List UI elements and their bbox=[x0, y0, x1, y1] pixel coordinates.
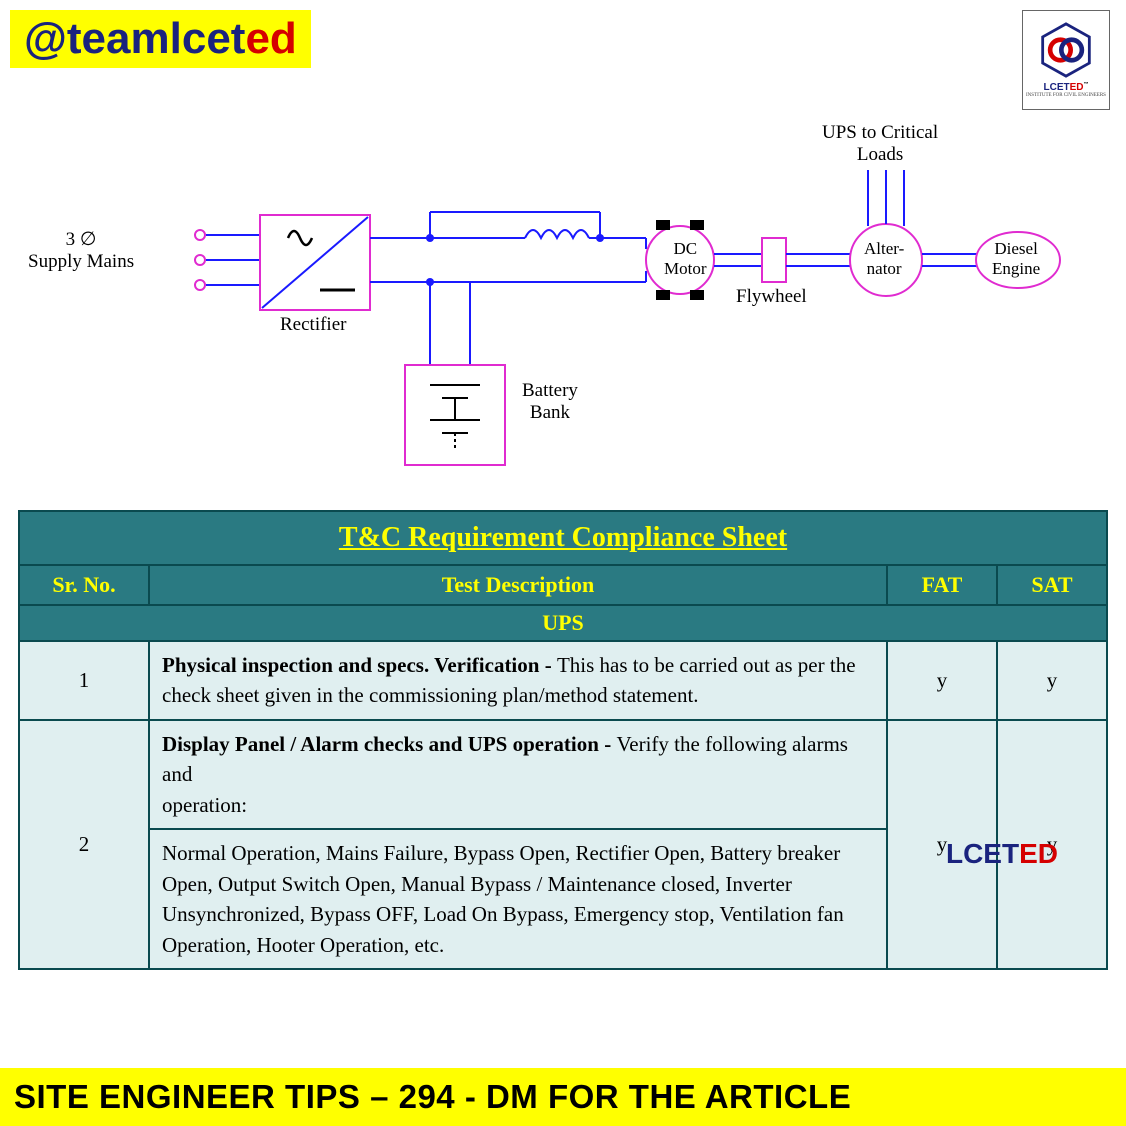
table-title-row: T&C Requirement Compliance Sheet bbox=[19, 511, 1107, 565]
label-diesel-engine: DieselEngine bbox=[992, 239, 1040, 279]
label-rectifier: Rectifier bbox=[280, 314, 346, 336]
label-supply-mains: 3 ∅Supply Mains bbox=[28, 228, 134, 273]
table-section-row: UPS bbox=[19, 605, 1107, 641]
table-header-row: Sr. No. Test Description FAT SAT bbox=[19, 565, 1107, 605]
logo-box: LCETED™ INSTITUTE FOR CIVIL ENGINEERS bbox=[1022, 10, 1110, 110]
table-title: T&C Requirement Compliance Sheet bbox=[339, 522, 787, 553]
ups-schematic-diagram: 3 ∅Supply Mains Rectifier BatteryBank DC… bbox=[10, 120, 1116, 490]
col-desc: Test Description bbox=[149, 565, 887, 605]
label-alternator: Alter-nator bbox=[864, 239, 904, 279]
brand-badge: @teamlceted bbox=[10, 10, 311, 68]
footer-text: SITE ENGINEER TIPS – 294 - DM FOR THE AR… bbox=[14, 1078, 851, 1115]
footer-banner: SITE ENGINEER TIPS – 294 - DM FOR THE AR… bbox=[0, 1068, 1126, 1126]
section-label: UPS bbox=[542, 610, 584, 635]
compliance-table: T&C Requirement Compliance Sheet Sr. No.… bbox=[18, 510, 1108, 970]
col-fat: FAT bbox=[887, 565, 997, 605]
brand-suffix: ed bbox=[245, 14, 296, 63]
logo-hex-icon bbox=[1038, 22, 1094, 78]
cell-sr: 1 bbox=[19, 641, 149, 720]
col-sat: SAT bbox=[997, 565, 1107, 605]
cell-desc: Display Panel / Alarm checks and UPS ope… bbox=[149, 720, 887, 829]
table-row: 2 Display Panel / Alarm checks and UPS o… bbox=[19, 720, 1107, 829]
cell-fat: y bbox=[887, 641, 997, 720]
col-sr: Sr. No. bbox=[19, 565, 149, 605]
cell-desc: Normal Operation, Mains Failure, Bypass … bbox=[149, 829, 887, 969]
cell-sat: y bbox=[997, 641, 1107, 720]
logo-subtext: INSTITUTE FOR CIVIL ENGINEERS bbox=[1026, 93, 1106, 98]
cell-desc: Physical inspection and specs. Verificat… bbox=[149, 641, 887, 720]
table-row: 1 Physical inspection and specs. Verific… bbox=[19, 641, 1107, 720]
label-flywheel: Flywheel bbox=[736, 286, 807, 308]
label-dc-motor: DCMotor bbox=[664, 239, 707, 279]
label-battery-bank: BatteryBank bbox=[522, 380, 578, 424]
brand-prefix: @teamlcet bbox=[24, 14, 245, 63]
cell-sr: 2 bbox=[19, 720, 149, 969]
compliance-table-wrap: T&C Requirement Compliance Sheet Sr. No.… bbox=[18, 510, 1108, 970]
logo-text: LCETED™ bbox=[1043, 82, 1088, 93]
label-ups-loads: UPS to CriticalLoads bbox=[822, 122, 938, 166]
cell-sat: y bbox=[997, 720, 1107, 969]
cell-fat: y bbox=[887, 720, 997, 969]
